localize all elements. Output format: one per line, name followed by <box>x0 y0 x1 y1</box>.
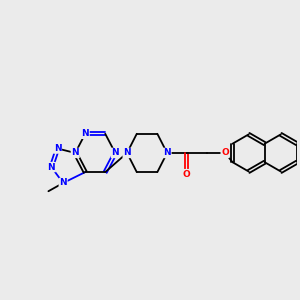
Text: N: N <box>163 148 171 158</box>
Text: N: N <box>54 144 61 153</box>
Text: O: O <box>221 148 229 158</box>
Text: N: N <box>81 129 89 138</box>
Text: N: N <box>59 178 67 188</box>
Text: N: N <box>111 148 119 158</box>
Text: N: N <box>123 148 131 158</box>
Text: N: N <box>47 163 55 172</box>
Text: N: N <box>71 148 79 158</box>
Text: O: O <box>183 169 191 178</box>
